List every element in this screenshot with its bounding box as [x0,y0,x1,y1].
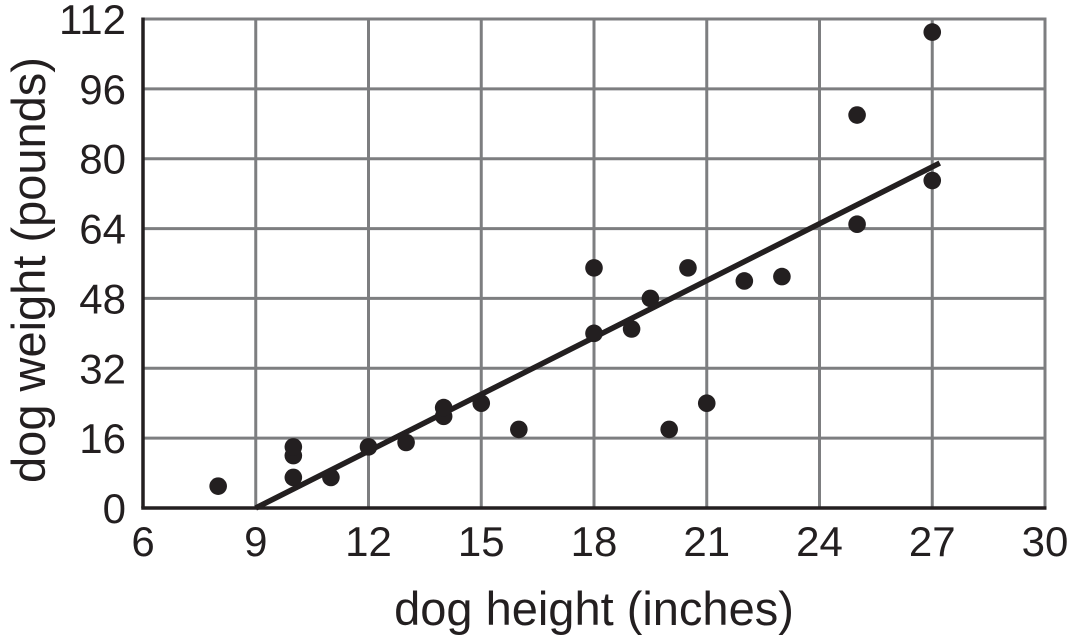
x-tick-label: 27 [909,518,956,565]
y-tick-label: 112 [59,0,126,43]
data-point [359,438,378,456]
y-tick-label: 0 [103,485,126,532]
y-tick-label: 32 [79,345,126,392]
data-point [284,468,303,487]
data-point [923,23,942,41]
y-tick-label: 16 [79,415,126,462]
y-tick-label: 96 [79,66,126,113]
data-point [322,468,340,487]
data-point [923,171,942,190]
data-point [641,289,660,308]
data-points [209,23,942,495]
x-tick-label: 6 [131,518,154,565]
x-tick-label: 21 [683,518,730,565]
data-point [209,477,227,495]
x-tick-label: 15 [458,518,505,565]
data-point [660,420,678,439]
y-axis-label: dog weight (pounds) [2,57,55,483]
data-point [434,398,453,417]
axes [141,17,1047,510]
gridlines [143,17,1047,508]
x-tick-label: 24 [796,518,843,565]
data-point [697,394,716,413]
data-point [773,267,791,286]
data-point [585,324,603,343]
data-point [735,272,754,290]
y-tick-label: 80 [79,136,126,183]
x-tick-label: 18 [571,518,618,565]
data-point [472,394,491,413]
x-tick-label: 12 [345,518,392,565]
x-axis-label: dog height (inches) [394,582,794,635]
y-tick-label: 48 [79,275,126,322]
x-tick-label: 30 [1022,518,1069,565]
data-point [397,433,415,452]
x-tick-label: 9 [244,518,267,565]
data-point [585,259,603,277]
y-tick-label: 64 [79,206,126,253]
data-point [848,106,866,124]
data-point [679,259,697,277]
data-point [510,420,528,439]
data-point [284,438,303,456]
tick-labels: 6 9 12 15 18 21 24 27 30 0 16 32 48 64 80 96 112 [59,0,1068,565]
data-point [622,320,641,338]
data-point [848,215,866,234]
